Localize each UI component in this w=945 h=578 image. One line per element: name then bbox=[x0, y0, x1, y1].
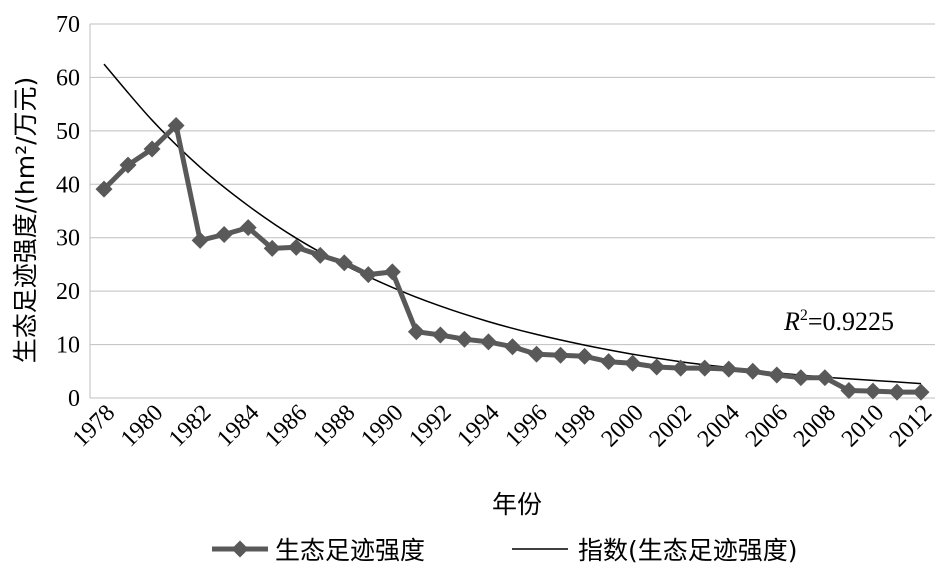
x-tick-label-1988: 1988 bbox=[308, 400, 360, 452]
data-point-1987 bbox=[311, 246, 329, 264]
x-tick-label-1990: 1990 bbox=[356, 400, 408, 452]
legend-marker-series-1 bbox=[231, 540, 249, 558]
x-tick-label-1994: 1994 bbox=[452, 400, 504, 452]
data-point-2011 bbox=[888, 383, 906, 401]
r-squared-symbol: R bbox=[783, 307, 800, 336]
x-tick-label-1998: 1998 bbox=[549, 400, 601, 452]
data-point-1994 bbox=[479, 333, 497, 351]
x-tick-label-1980: 1980 bbox=[116, 400, 168, 452]
data-point-1982 bbox=[191, 231, 209, 249]
y-tick-label-60: 60 bbox=[56, 65, 80, 91]
data-point-1978 bbox=[95, 180, 113, 198]
data-point-1980 bbox=[143, 140, 161, 158]
y-tick-label-40: 40 bbox=[56, 172, 80, 198]
data-point-1995 bbox=[504, 338, 521, 356]
data-point-2005 bbox=[744, 362, 762, 380]
x-tick-label-2010: 2010 bbox=[837, 400, 889, 452]
data-point-1992 bbox=[431, 326, 449, 344]
grid-lines bbox=[89, 23, 935, 399]
legend-label-series-1: 生态足迹强度 bbox=[275, 536, 425, 565]
x-tick-label-1986: 1986 bbox=[260, 400, 312, 452]
x-tick-label-1982: 1982 bbox=[164, 400, 216, 452]
data-point-2008 bbox=[816, 369, 834, 387]
r-squared-value: =0.9225 bbox=[808, 307, 894, 336]
data-point-1988 bbox=[335, 254, 353, 272]
y-tick-label-20: 20 bbox=[56, 279, 80, 305]
data-point-1993 bbox=[455, 330, 473, 348]
x-tick-label-2004: 2004 bbox=[693, 400, 745, 452]
x-axis-label: 年份 bbox=[492, 490, 542, 519]
data-point-2001 bbox=[648, 358, 666, 376]
data-point-1991 bbox=[407, 323, 425, 341]
r-squared-annotation: R2=0.9225 bbox=[783, 307, 894, 336]
r-squared-superscript: 2 bbox=[800, 307, 808, 324]
y-tick-label-70: 70 bbox=[56, 12, 80, 38]
data-point-1990 bbox=[383, 263, 401, 281]
x-tick-label-2012: 2012 bbox=[885, 400, 937, 452]
data-point-1998 bbox=[576, 347, 594, 365]
data-point-2000 bbox=[624, 354, 642, 372]
data-point-1984 bbox=[239, 219, 257, 237]
data-point-1979 bbox=[119, 156, 137, 174]
y-tick-label-50: 50 bbox=[56, 119, 80, 145]
data-point-2009 bbox=[840, 382, 858, 400]
data-point-1985 bbox=[263, 239, 281, 257]
x-tick-label-2000: 2000 bbox=[597, 400, 649, 452]
data-point-1999 bbox=[600, 353, 618, 371]
x-tick-label-1992: 1992 bbox=[404, 400, 456, 452]
data-point-1981 bbox=[167, 117, 185, 134]
y-axis-label: 生态足迹强度/(hm²/万元) bbox=[11, 77, 40, 364]
y-tick-label-10: 10 bbox=[56, 333, 80, 359]
x-tick-label-2006: 2006 bbox=[741, 400, 793, 452]
data-point-2007 bbox=[792, 369, 810, 387]
y-tick-labels: 0 10 20 30 40 50 60 70 bbox=[56, 12, 80, 412]
data-point-2012 bbox=[912, 383, 930, 401]
legend: 生态足迹强度 指数(生态足迹强度) bbox=[212, 536, 798, 565]
data-point-2006 bbox=[768, 366, 786, 384]
x-tick-label-2008: 2008 bbox=[789, 400, 841, 452]
y-tick-label-0: 0 bbox=[68, 386, 80, 412]
y-tick-label-30: 30 bbox=[56, 226, 80, 252]
x-tick-labels: 1978198019821984198619881990199219941996… bbox=[68, 400, 937, 452]
series-layer bbox=[95, 63, 930, 401]
data-point-2004 bbox=[720, 360, 738, 378]
x-tick-label-1996: 1996 bbox=[500, 400, 552, 452]
data-point-1983 bbox=[215, 226, 233, 243]
data-point-2003 bbox=[696, 359, 714, 377]
data-point-2002 bbox=[672, 359, 690, 377]
x-tick-label-1984: 1984 bbox=[212, 400, 264, 452]
data-point-1997 bbox=[552, 346, 570, 364]
data-point-1996 bbox=[528, 345, 546, 363]
data-point-1989 bbox=[359, 266, 377, 284]
x-tick-label-2002: 2002 bbox=[645, 400, 697, 452]
legend-label-series-2: 指数(生态足迹强度) bbox=[578, 536, 798, 565]
data-point-2010 bbox=[864, 382, 882, 400]
data-point-1986 bbox=[287, 238, 305, 256]
